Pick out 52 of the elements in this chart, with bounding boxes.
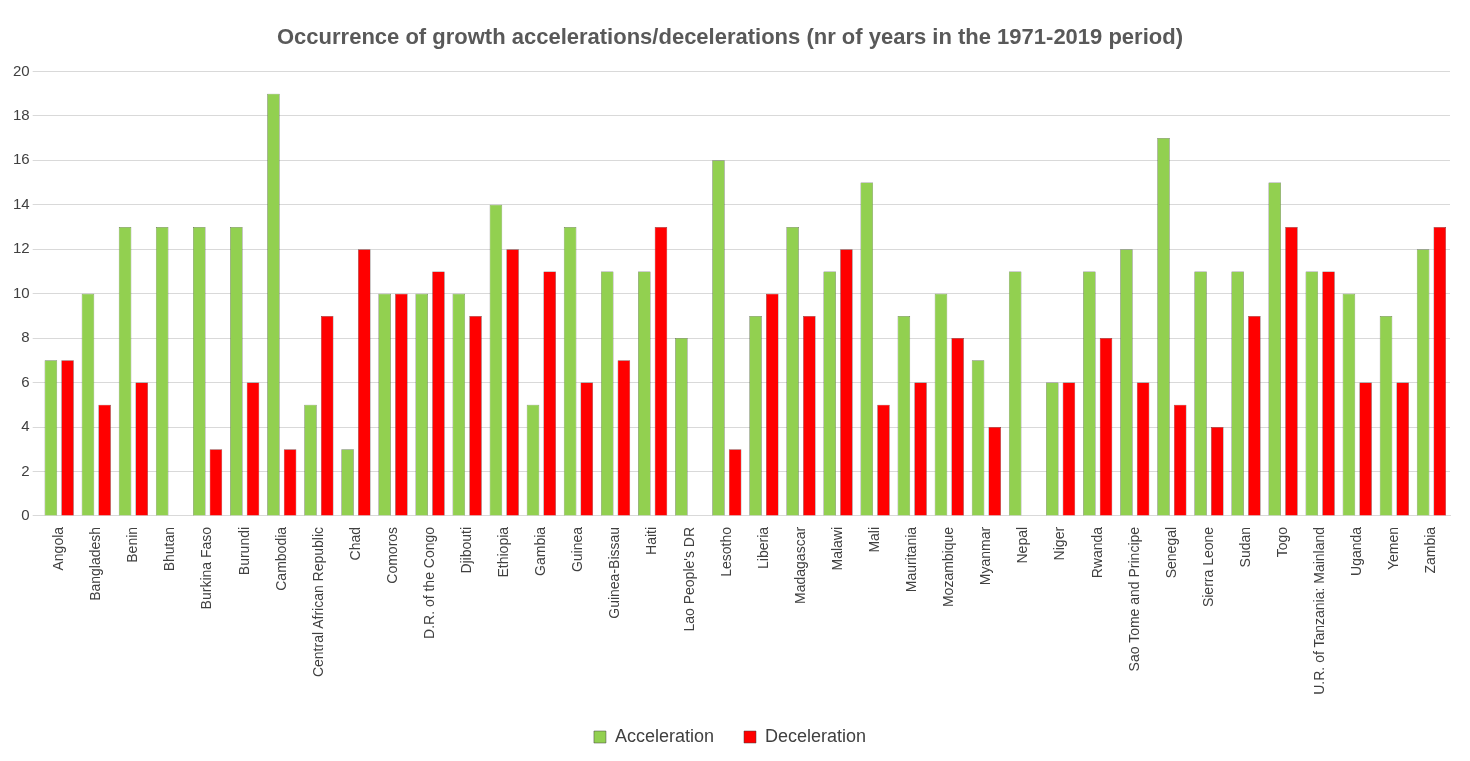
- y-tick-label: 16: [13, 150, 30, 168]
- x-tick-label: Ethiopia: [495, 526, 512, 578]
- x-tick-label: Comoros: [383, 526, 400, 584]
- y-tick-label: 10: [13, 283, 30, 301]
- x-tick-label: Bangladesh: [87, 526, 104, 601]
- x-tick-label: Mauritania: [903, 526, 920, 593]
- x-tick-label: Yemen: [1385, 526, 1402, 570]
- y-tick-label: 2: [21, 461, 30, 479]
- x-tick-label: Togo: [1273, 526, 1290, 558]
- x-tick-label: Myanmar: [977, 526, 994, 586]
- x-tick-label: Mali: [866, 526, 883, 553]
- x-tick-label: Lao People's DR: [680, 526, 697, 632]
- y-tick-label: 14: [13, 194, 30, 212]
- x-tick-label: Uganda: [1348, 526, 1365, 576]
- x-tick-label: Sierra Leone: [1199, 526, 1216, 608]
- x-tick-label: Sudan: [1236, 526, 1253, 568]
- x-tick-label: Central African Republic: [309, 526, 326, 678]
- x-tick-label: Djibouti: [458, 526, 475, 574]
- x-tick-label: Cambodia: [272, 526, 289, 591]
- legend-label: Acceleration: [614, 725, 715, 746]
- x-tick-label: Mozambique: [940, 526, 957, 608]
- legend-label: Deceleration: [765, 725, 867, 746]
- x-tick-label: Benin: [124, 526, 141, 563]
- x-tick-label: Gambia: [532, 526, 549, 576]
- y-tick-label: 4: [21, 417, 30, 435]
- x-tick-label: Zambia: [1422, 526, 1439, 574]
- x-tick-label: Chad: [346, 526, 363, 561]
- y-tick-label: 20: [13, 61, 30, 79]
- x-tick-label: Madagascar: [791, 526, 808, 604]
- x-tick-label: Liberia: [754, 526, 771, 569]
- x-tick-label: D.R. of the Congo: [420, 526, 437, 639]
- x-tick-label: Burkina Faso: [198, 526, 215, 610]
- y-tick-label: 0: [21, 506, 30, 524]
- x-tick-label: Guinea: [569, 526, 586, 573]
- x-tick-label: Angola: [50, 526, 67, 571]
- x-tick-label: Niger: [1051, 526, 1068, 561]
- x-tick-label: Lesotho: [717, 526, 734, 577]
- x-tick-label: Malawi: [828, 526, 845, 571]
- x-tick-label: Rwanda: [1088, 526, 1105, 579]
- y-tick-label: 8: [21, 328, 30, 346]
- x-tick-label: Sao Tome and Principe: [1125, 526, 1142, 672]
- x-tick-label: U.R. of Tanzania: Mainland: [1311, 526, 1328, 695]
- x-tick-label: Senegal: [1162, 526, 1179, 579]
- x-tick-label: Haiti: [643, 526, 660, 555]
- x-tick-label: Bhutan: [161, 526, 178, 572]
- x-tick-label: Guinea-Bissau: [606, 526, 623, 619]
- x-tick-label: Nepal: [1014, 526, 1031, 564]
- y-tick-label: 18: [13, 105, 30, 123]
- x-tick-label: Burundi: [235, 526, 252, 576]
- y-tick-label: 12: [13, 239, 30, 257]
- chart-title: Occurrence of growth accelerations/decelerations (nr of years in the 1971-2019 period): [277, 24, 1183, 50]
- y-tick-label: 6: [21, 372, 30, 390]
